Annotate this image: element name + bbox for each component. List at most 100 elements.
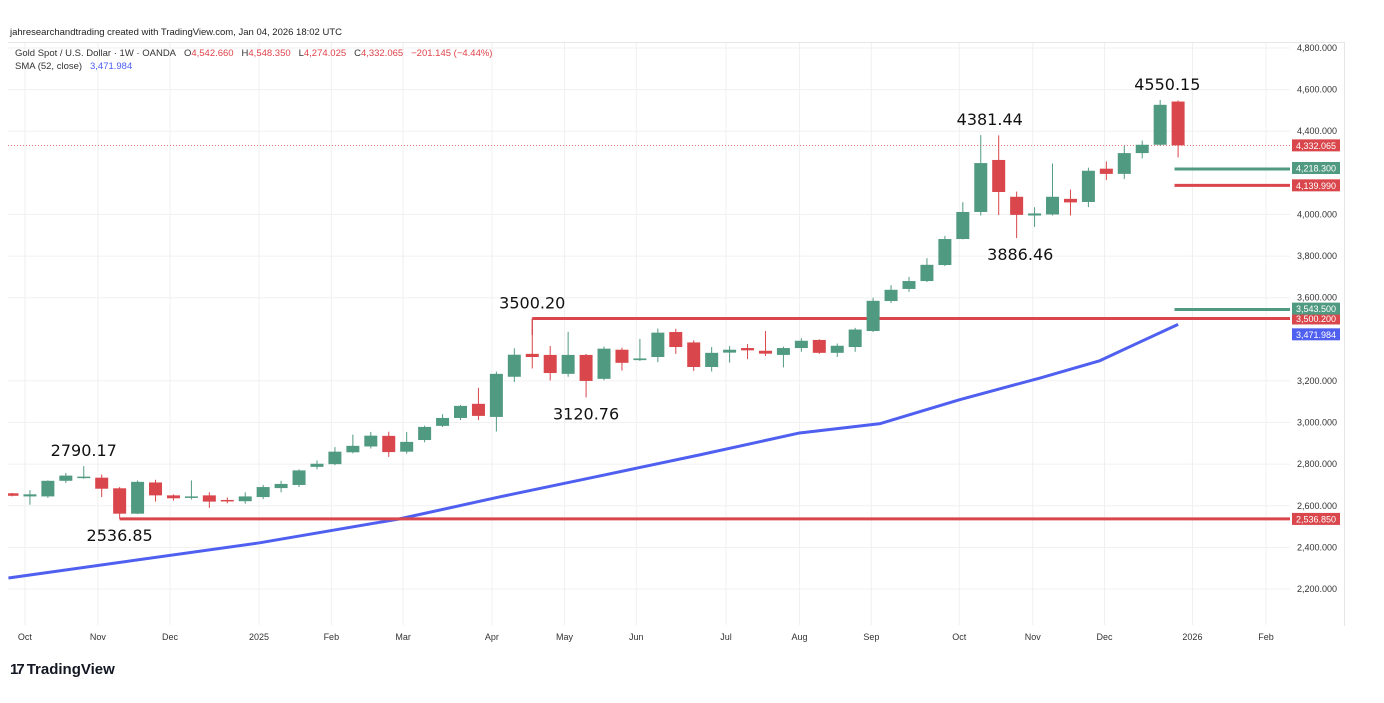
time-tick-label: Dec — [162, 632, 179, 642]
price-badge: 4,332.065 — [1292, 139, 1340, 152]
candle — [1171, 100, 1185, 158]
plot-area: 2790.17 2536.85 3500.20 3120.76 4381.44 3886.… — [8, 75, 1290, 580]
candle — [292, 469, 306, 488]
candle-body — [776, 348, 790, 355]
candle-body — [238, 496, 252, 502]
candle-body — [1081, 170, 1095, 202]
price-badge-bg — [1292, 512, 1340, 525]
candle — [77, 466, 91, 479]
candle — [974, 135, 988, 216]
candle — [561, 331, 575, 377]
low-label: L — [298, 48, 304, 59]
chart-frame — [8, 42, 1345, 626]
candle-body — [436, 417, 450, 426]
candle — [938, 235, 952, 267]
high-label: H — [241, 48, 249, 59]
symbol-name[interactable]: Gold Spot / U.S. Dollar · 1W · OANDA — [15, 48, 177, 59]
candle — [633, 338, 647, 361]
price-tick-label: 2,600.000 — [1297, 501, 1337, 511]
candle-body — [131, 481, 145, 514]
candle — [489, 371, 503, 432]
sma-label[interactable]: SMA (52, close) — [15, 61, 83, 72]
price-badge-bg — [1292, 312, 1340, 325]
candle-body — [166, 495, 180, 499]
logo-text: TradingView — [26, 661, 115, 678]
price-tick-label: 3,200.000 — [1297, 376, 1337, 386]
time-tick-label: Jun — [629, 632, 644, 642]
price-tick-label: 4,400.000 — [1297, 126, 1337, 136]
candle-body — [59, 475, 73, 481]
candle-body — [1117, 153, 1131, 174]
sma-value: 3,471.984 — [89, 61, 133, 72]
sma-line-legend: SMA (52, close) 3,471.984 — [15, 60, 492, 73]
time-tick-label: 2025 — [249, 632, 269, 642]
candle-body — [454, 405, 467, 418]
candle-body — [902, 281, 916, 289]
candle — [992, 135, 1006, 216]
candle-body — [507, 354, 521, 377]
candle — [1063, 189, 1077, 216]
candle — [41, 480, 55, 498]
candle-body — [23, 494, 37, 497]
candle — [615, 347, 629, 371]
time-tick-label: Mar — [395, 632, 411, 642]
candle — [364, 431, 378, 449]
price-badge: 3,500.200 — [1292, 312, 1340, 325]
candle-body — [113, 488, 127, 514]
candle — [184, 480, 198, 500]
candle-body — [184, 496, 198, 498]
candle — [8, 492, 19, 497]
candle-body — [723, 349, 737, 353]
candle-body — [489, 373, 503, 417]
candle — [454, 404, 467, 421]
candle-body — [400, 441, 414, 452]
candle-body — [992, 159, 1006, 192]
candle — [1153, 99, 1167, 146]
time-tick-label: Jul — [720, 632, 732, 642]
grid — [8, 43, 1290, 625]
candle-body — [884, 289, 898, 302]
price-tick-label: 4,800.000 — [1297, 43, 1337, 53]
candle-body — [1099, 168, 1113, 174]
candle — [113, 487, 127, 519]
candle-body — [830, 345, 844, 353]
price-annotation: 4550.15 — [1134, 75, 1200, 94]
time-tick-label: Feb — [324, 632, 340, 642]
candle — [1099, 161, 1113, 181]
price-annotation: 3120.76 — [553, 404, 619, 423]
price-tick-label: 4,000.000 — [1297, 209, 1337, 219]
price-tick-label: 2,200.000 — [1297, 584, 1337, 594]
candle — [202, 492, 216, 508]
candle-body — [543, 354, 557, 374]
price-tick-label: 2,800.000 — [1297, 459, 1337, 469]
symbol-line: Gold Spot / U.S. Dollar · 1W · OANDA O4,… — [15, 47, 492, 60]
price-annotation: 3886.46 — [987, 245, 1053, 264]
price-tick-label: 3,000.000 — [1297, 418, 1337, 428]
close-label: C — [354, 48, 361, 59]
candle — [669, 328, 683, 354]
candle-body — [382, 435, 396, 453]
candle — [830, 343, 844, 357]
candle-body — [687, 342, 701, 367]
price-badge: 2,536.850 — [1292, 512, 1340, 525]
candle-body — [794, 340, 808, 349]
candle-body — [705, 352, 719, 367]
candle — [1010, 191, 1024, 239]
candle — [400, 431, 414, 454]
candle — [256, 484, 270, 500]
time-tick-label: May — [556, 632, 574, 642]
price-axis[interactable]: 4,800.000 4,600.000 4,400.000 4,000.000 3,80… — [1292, 43, 1340, 594]
candle — [149, 479, 163, 502]
candle-body — [346, 445, 360, 453]
time-axis[interactable]: Oct Nov Dec 2025 Feb Mar Apr May Jun Jul Aug Sep Oct… — [18, 632, 1274, 642]
candle — [723, 345, 737, 363]
tradingview-logo[interactable]: 17 TradingView — [10, 661, 115, 678]
candle — [794, 338, 808, 352]
candle-body — [364, 435, 378, 447]
price-tick-label: 3,800.000 — [1297, 251, 1337, 261]
candle — [418, 425, 432, 443]
chart-legend: Gold Spot / U.S. Dollar · 1W · OANDA O4,… — [15, 47, 492, 73]
price-annotation: 2536.85 — [87, 526, 153, 545]
candle-body — [1063, 198, 1077, 203]
